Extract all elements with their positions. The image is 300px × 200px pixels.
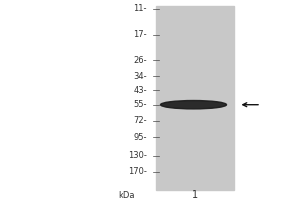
Text: 170-: 170- <box>128 167 147 176</box>
Text: 17-: 17- <box>134 30 147 39</box>
Text: 34-: 34- <box>134 72 147 81</box>
Text: 55-: 55- <box>134 100 147 109</box>
Text: kDa: kDa <box>118 191 134 200</box>
Bar <box>156 6 234 190</box>
Text: 72-: 72- <box>134 116 147 125</box>
Text: 130-: 130- <box>128 151 147 160</box>
Text: 26-: 26- <box>134 56 147 65</box>
Text: 95-: 95- <box>134 133 147 142</box>
Text: 1: 1 <box>192 190 198 200</box>
Text: 43-: 43- <box>134 86 147 95</box>
Text: 11-: 11- <box>134 4 147 13</box>
Ellipse shape <box>160 101 226 109</box>
